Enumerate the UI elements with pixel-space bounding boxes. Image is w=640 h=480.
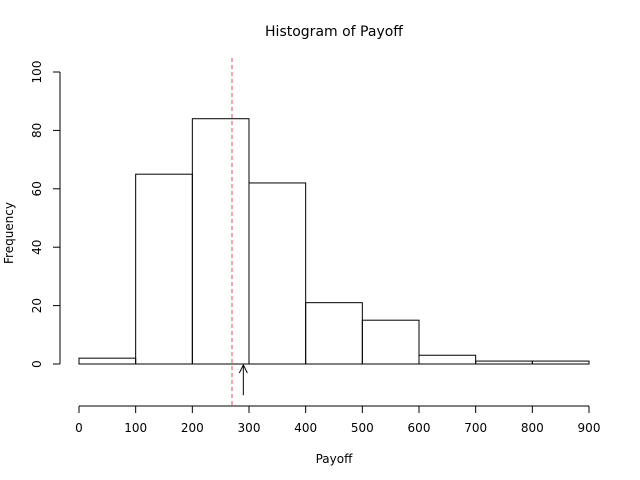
x-tick-label: 700 bbox=[464, 421, 487, 435]
x-tick-label: 400 bbox=[294, 421, 317, 435]
histogram-bar-8 bbox=[531, 360, 590, 365]
x-tick-label: 200 bbox=[181, 421, 204, 435]
y-axis-label: Frequency bbox=[2, 202, 16, 264]
y-tick-label: 60 bbox=[30, 181, 44, 196]
y-axis: 0 20 40 60 80 100 bbox=[30, 61, 61, 368]
x-tick-label: 900 bbox=[578, 421, 601, 435]
y-tick-label: 40 bbox=[30, 240, 44, 255]
histogram-bar-2 bbox=[191, 118, 250, 365]
x-axis-label: Payoff bbox=[316, 452, 353, 466]
x-tick-label: 300 bbox=[238, 421, 261, 435]
histogram-bar-6 bbox=[418, 354, 477, 365]
x-tick-label: 800 bbox=[521, 421, 544, 435]
y-tick-label: 20 bbox=[30, 298, 44, 313]
chart-title: Histogram of Payoff bbox=[265, 24, 403, 40]
x-axis: 0 100 200 300 400 500 600 700 800 900 bbox=[75, 405, 601, 435]
histogram-bar-3 bbox=[248, 182, 307, 365]
y-tick-label: 80 bbox=[30, 123, 44, 138]
x-tick-label: 500 bbox=[351, 421, 374, 435]
y-tick-label: 0 bbox=[30, 360, 44, 368]
histogram-bar-0 bbox=[78, 357, 137, 365]
histogram-bar-5 bbox=[361, 319, 420, 365]
x-tick-label: 100 bbox=[124, 421, 147, 435]
x-tick-label: 0 bbox=[75, 421, 83, 435]
histogram-bar-7 bbox=[475, 360, 533, 365]
x-tick-label: 600 bbox=[408, 421, 431, 435]
histogram-bar-4 bbox=[305, 302, 363, 365]
y-tick-label: 100 bbox=[30, 61, 44, 84]
annotations bbox=[231, 58, 248, 406]
bars-group bbox=[78, 118, 590, 365]
histogram-bar-1 bbox=[135, 173, 193, 365]
arrow-head bbox=[238, 363, 248, 374]
